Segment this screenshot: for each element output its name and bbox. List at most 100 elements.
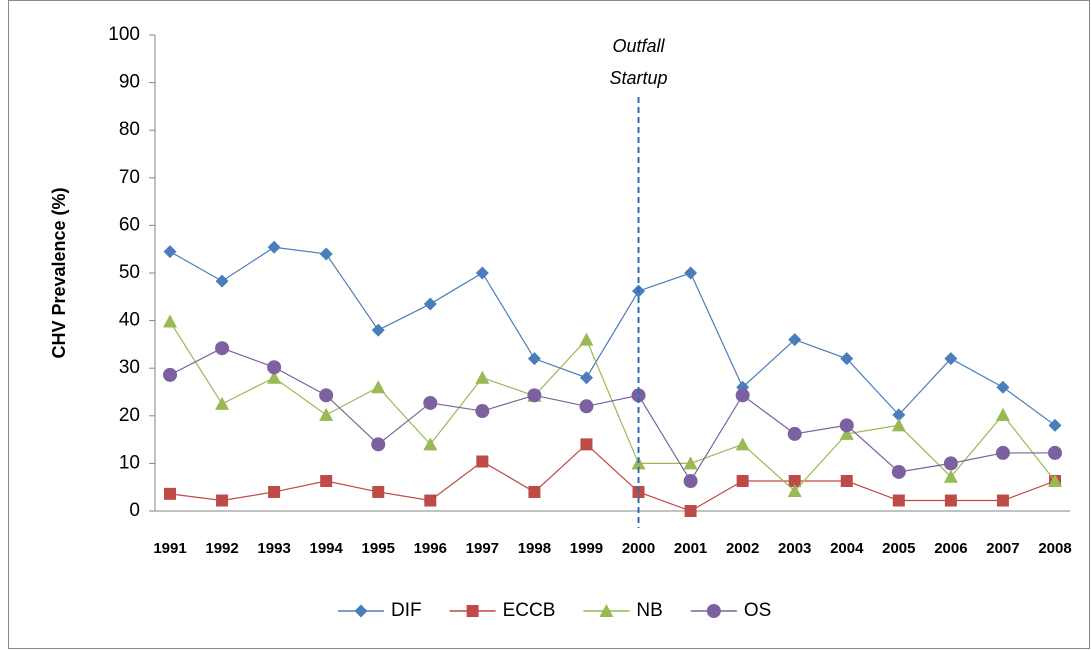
- marker: [163, 314, 177, 328]
- marker: [943, 456, 958, 471]
- x-tick-label: 1994: [309, 540, 343, 557]
- annotation-text: Outfall: [613, 36, 666, 56]
- series-line: [169, 246, 1056, 426]
- marker: [163, 367, 177, 382]
- x-tick-label: 2004: [830, 540, 864, 557]
- marker: [163, 245, 177, 259]
- series-line: [169, 443, 1056, 512]
- x-tick-label: 2007: [986, 540, 1019, 557]
- marker: [579, 399, 594, 414]
- marker: [371, 323, 385, 337]
- marker: [268, 485, 281, 498]
- x-tick-label: 1999: [570, 540, 603, 557]
- x-tick-label: 2002: [726, 540, 759, 557]
- marker: [580, 438, 593, 451]
- marker: [599, 604, 614, 617]
- marker: [215, 274, 229, 288]
- marker: [839, 426, 854, 440]
- marker: [371, 437, 386, 452]
- marker: [706, 604, 721, 618]
- y-tick-label: 50: [119, 262, 140, 283]
- marker: [840, 352, 854, 366]
- x-tick-label: 1993: [257, 540, 290, 557]
- marker: [995, 445, 1010, 460]
- marker: [684, 266, 698, 280]
- marker: [371, 380, 386, 394]
- y-tick-label: 30: [119, 357, 140, 378]
- marker: [892, 494, 905, 507]
- legend-label: ECCB: [503, 600, 556, 621]
- marker: [631, 388, 646, 403]
- marker: [216, 494, 229, 507]
- x-tick-label: 2008: [1038, 540, 1071, 557]
- marker: [354, 604, 368, 618]
- marker: [683, 456, 698, 470]
- marker: [267, 360, 282, 375]
- marker: [475, 404, 490, 419]
- marker: [891, 464, 906, 479]
- x-tick-label: 1992: [205, 540, 238, 557]
- x-tick-label: 1997: [466, 540, 499, 557]
- marker: [476, 455, 489, 468]
- marker: [735, 437, 750, 451]
- marker: [424, 494, 437, 507]
- x-tick-label: 1991: [153, 540, 186, 557]
- marker: [892, 408, 906, 422]
- marker: [788, 333, 802, 347]
- marker: [319, 247, 333, 261]
- marker: [944, 494, 957, 507]
- marker: [788, 475, 801, 488]
- marker: [684, 505, 697, 517]
- marker: [995, 407, 1010, 421]
- marker: [320, 475, 333, 488]
- marker: [423, 297, 437, 311]
- marker: [1048, 445, 1062, 460]
- marker: [735, 388, 750, 403]
- x-tick-label: 1998: [518, 540, 551, 557]
- chart-frame: [8, 0, 1090, 649]
- marker: [840, 475, 853, 488]
- marker: [423, 437, 438, 451]
- legend-label: DIF: [391, 600, 422, 621]
- marker: [164, 487, 176, 500]
- x-tick-label: 2001: [674, 540, 707, 557]
- marker: [944, 352, 958, 366]
- y-tick-label: 70: [119, 167, 140, 188]
- series-line: [169, 347, 1055, 483]
- marker: [787, 426, 802, 441]
- y-tick-label: 20: [119, 405, 140, 426]
- y-tick-label: 60: [119, 214, 140, 235]
- y-axis-label: CHV Prevalence (%): [49, 187, 69, 358]
- marker: [736, 475, 749, 488]
- marker: [787, 484, 802, 498]
- marker: [215, 341, 230, 356]
- marker: [943, 469, 958, 483]
- marker: [267, 240, 281, 254]
- x-tick-label: 1995: [362, 540, 395, 557]
- marker: [683, 474, 698, 489]
- marker: [475, 266, 489, 280]
- y-tick-label: 40: [119, 310, 140, 331]
- marker: [1048, 474, 1062, 488]
- marker: [527, 352, 541, 366]
- marker: [527, 388, 542, 403]
- y-tick-label: 0: [129, 500, 140, 521]
- marker: [1048, 418, 1062, 432]
- marker: [319, 407, 334, 421]
- series-line: [169, 321, 1056, 492]
- y-tick-label: 90: [119, 72, 140, 93]
- marker: [215, 396, 230, 410]
- marker: [319, 388, 334, 403]
- marker: [891, 418, 906, 432]
- marker: [466, 605, 479, 617]
- y-tick-label: 100: [108, 24, 140, 45]
- x-tick-label: 1996: [414, 540, 447, 557]
- marker: [996, 494, 1009, 507]
- x-tick-label: 2000: [622, 540, 655, 557]
- y-tick-label: 10: [119, 452, 140, 473]
- x-tick-label: 2006: [934, 540, 967, 557]
- marker: [839, 418, 854, 433]
- marker: [579, 371, 593, 385]
- marker: [267, 370, 282, 384]
